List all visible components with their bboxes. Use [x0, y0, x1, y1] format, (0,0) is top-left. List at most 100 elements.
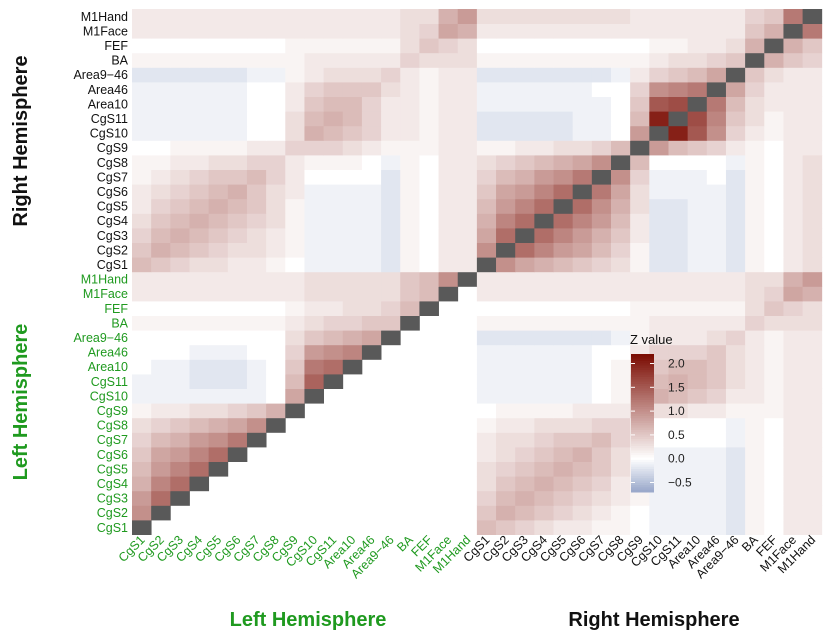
heatmap-cell — [630, 301, 650, 316]
heatmap-cell — [534, 169, 554, 185]
heatmap-cell — [151, 184, 171, 200]
heatmap-cell — [361, 286, 382, 302]
heatmap-cell — [227, 155, 248, 170]
heatmap-cell — [668, 67, 689, 83]
heatmap-cell — [649, 169, 669, 185]
heatmap-diagonal-cell — [189, 476, 210, 492]
heatmap-cell — [208, 169, 229, 185]
heatmap-cell — [476, 242, 497, 258]
heatmap-cell — [572, 82, 593, 97]
heatmap-cell — [170, 96, 190, 112]
heatmap-cell — [361, 125, 382, 141]
heatmap-cell — [572, 432, 593, 448]
heatmap-cell — [132, 111, 152, 127]
heatmap-cell — [285, 67, 305, 83]
heatmap-cell — [246, 9, 267, 24]
heatmap-cell — [802, 476, 823, 492]
heatmap-cell — [745, 242, 765, 258]
row-tick-label: Area46 — [88, 346, 128, 360]
legend-bar-segment — [631, 457, 654, 461]
heatmap-cell — [438, 52, 459, 68]
heatmap-cell — [266, 213, 286, 229]
heatmap-cell — [323, 330, 344, 346]
heatmap-cell — [266, 315, 286, 331]
heatmap-cell — [745, 257, 765, 273]
heatmap-cell — [515, 257, 535, 273]
heatmap-cell — [553, 169, 574, 185]
heatmap-cell — [515, 198, 535, 214]
heatmap-cell — [745, 403, 765, 419]
heatmap-cell — [189, 125, 210, 141]
heatmap-cell — [553, 96, 574, 112]
heatmap-cell — [706, 461, 727, 477]
x-group-left-hemisphere: Left Hemisphere — [230, 609, 387, 631]
heatmap-cell — [381, 286, 401, 302]
heatmap-cell — [476, 96, 497, 112]
heatmap-cell — [457, 67, 478, 83]
heatmap-cell — [419, 67, 439, 83]
row-tick-label: BA — [111, 316, 128, 330]
heatmap-cell — [323, 257, 344, 273]
heatmap-cell — [534, 9, 554, 24]
heatmap-cell — [745, 505, 765, 521]
heatmap-cell — [151, 23, 171, 39]
heatmap-cell — [476, 330, 497, 346]
heatmap-cell — [706, 96, 727, 112]
heatmap-cell — [304, 111, 324, 127]
heatmap-cell — [208, 403, 229, 419]
heatmap-cell — [649, 403, 669, 419]
legend-bar-segment — [631, 420, 654, 424]
heatmap-cell — [725, 447, 746, 462]
heatmap-cell — [687, 417, 708, 433]
heatmap-diagonal-cell — [668, 111, 689, 127]
heatmap-cell — [496, 23, 516, 39]
heatmap-cell — [534, 140, 554, 156]
heatmap-cell — [476, 520, 497, 535]
heatmap-cell — [687, 388, 708, 404]
legend-tick-label: 1.5 — [668, 380, 685, 394]
heatmap-cell — [189, 359, 210, 375]
heatmap-diagonal-cell — [304, 388, 324, 404]
heatmap-cell — [400, 257, 420, 273]
heatmap-cell — [591, 67, 612, 83]
row-tick-label: CgS4 — [97, 477, 128, 491]
heatmap-cell — [361, 198, 382, 214]
legend-bar-segment — [631, 427, 654, 431]
heatmap-cell — [515, 38, 535, 54]
heatmap-cell — [725, 359, 746, 375]
heatmap-cell — [572, 286, 593, 302]
heatmap-cell — [591, 461, 612, 477]
heatmap-cell — [745, 271, 765, 287]
heatmap-cell — [151, 82, 171, 97]
heatmap-cell — [381, 52, 401, 68]
heatmap-cell — [419, 228, 439, 243]
heatmap-cell — [783, 257, 803, 273]
heatmap-cell — [342, 242, 363, 258]
heatmap-cell — [591, 388, 612, 404]
heatmap-cell — [457, 155, 478, 170]
legend-bar-segment — [631, 425, 654, 429]
heatmap-cell — [457, 9, 478, 24]
heatmap-cell — [668, 388, 689, 404]
legend-bar-segment — [631, 448, 654, 452]
heatmap-cell — [534, 228, 554, 243]
heatmap-cell — [132, 155, 152, 170]
legend-title: Z value — [630, 332, 673, 347]
heatmap-diagonal-cell — [649, 125, 669, 141]
heatmap-cell — [170, 140, 190, 156]
heatmap-cell — [649, 344, 669, 360]
heatmap-cell — [630, 111, 650, 127]
heatmap-cell — [304, 242, 324, 258]
heatmap-cell — [668, 140, 689, 156]
heatmap-cell — [496, 403, 516, 419]
heatmap-cell — [304, 140, 324, 156]
heatmap-cell — [534, 67, 554, 83]
heatmap-cell — [400, 125, 420, 141]
heatmap-cell — [783, 140, 803, 156]
heatmap-cell — [783, 432, 803, 448]
heatmap-cell — [553, 505, 574, 521]
heatmap-cell — [553, 461, 574, 477]
legend-bar-segment — [631, 462, 654, 465]
heatmap-cell — [189, 198, 210, 214]
heatmap-cell — [572, 198, 593, 214]
